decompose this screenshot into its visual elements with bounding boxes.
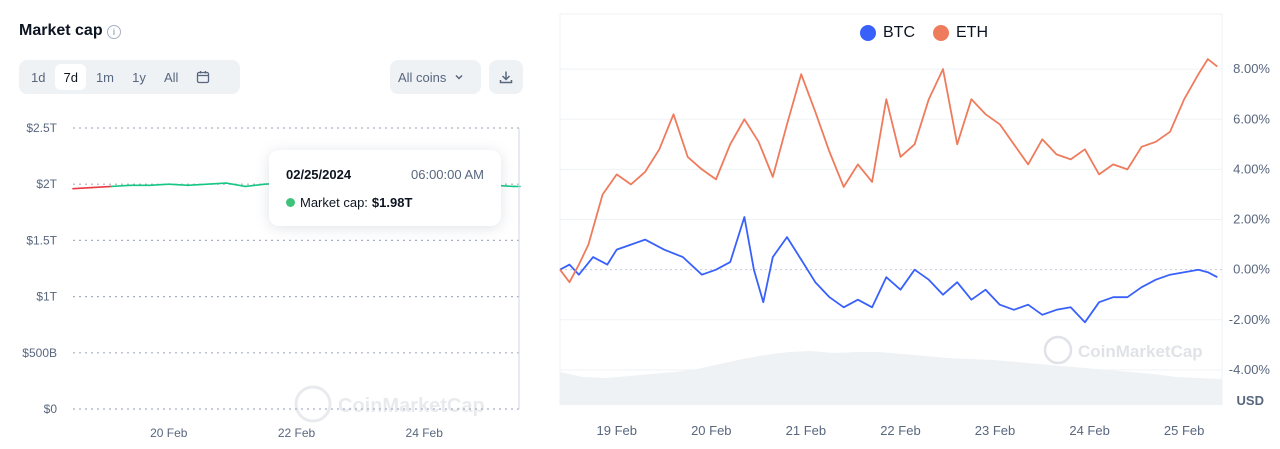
x-tick-label: 22 Feb [880, 423, 920, 438]
x-tick-label: 20 Feb [691, 423, 731, 438]
y-tick-label: -2.00% [1229, 312, 1271, 327]
market-cap-line-segment [167, 183, 189, 187]
market-cap-line-segment [91, 185, 113, 189]
watermark-logo-icon [1043, 335, 1073, 365]
coins-dropdown-value: All coins [398, 69, 447, 85]
background-band [560, 351, 1222, 405]
x-tick-label: 22 Feb [278, 426, 316, 440]
y-tick-label: $500B [22, 346, 57, 360]
y-tick-label: 4.00% [1233, 161, 1270, 176]
chevron-down-icon [455, 74, 463, 80]
watermark-logo-icon [294, 385, 332, 423]
market-cap-line-segment [72, 186, 93, 190]
series-line-btc [559, 216, 1218, 324]
tooltip-series-dot [286, 198, 295, 207]
series-line-eth [559, 58, 1218, 284]
market-cap-line-segment [244, 183, 266, 188]
range-1m-button[interactable]: 1m [95, 69, 114, 85]
legend-label-eth: ETH [956, 24, 988, 41]
comparison-panel: 8.00% 6.00% 4.00% 2.00% 0.00% -2.00% -4.00% USD… [540, 0, 1280, 449]
market-cap-line-segment [148, 183, 170, 187]
market-cap-line-segment [187, 183, 208, 187]
x-tick-label: 25 Feb [1164, 423, 1204, 438]
coins-dropdown[interactable]: All coins [390, 60, 481, 94]
x-tick-label: 24 Feb [406, 426, 444, 440]
time-range-selector: 1d 7d 1m 1y All [19, 60, 240, 94]
tooltip-label: Market cap: [300, 195, 368, 210]
y-tick-label: 6.00% [1233, 111, 1270, 126]
y-tick-label: 2.00% [1233, 212, 1270, 227]
y-tick-label: $2T [36, 177, 57, 191]
y-tick-label: -4.00% [1229, 362, 1271, 377]
x-tick-label: 24 Feb [1069, 423, 1109, 438]
watermark: CoinMarketCap [1043, 335, 1203, 365]
range-1d-button[interactable]: 1d [31, 69, 46, 85]
btc-eth-chart[interactable]: 8.00% 6.00% 4.00% 2.00% 0.00% -2.00% -4.00% USD… [540, 0, 1280, 449]
legend-item-btc[interactable]: BTC [860, 24, 915, 42]
download-icon [499, 71, 513, 84]
y-tick-label: $1.5T [26, 233, 57, 247]
chart-legend: BTC ETH [860, 24, 988, 42]
range-all-button[interactable]: All [164, 69, 179, 85]
range-7d-button[interactable]: 7d [55, 64, 86, 90]
watermark-text: CoinMarketCap [338, 395, 485, 417]
tooltip-value: $1.98T [371, 195, 413, 210]
market-cap-panel: Market cap i 1d 7d 1m 1y All All coins C… [0, 0, 540, 449]
range-1y-button[interactable]: 1y [132, 69, 146, 85]
info-icon[interactable]: i [107, 25, 121, 39]
y-tick-label: $0 [44, 402, 58, 416]
unit-label: USD [1237, 393, 1264, 408]
watermark: CoinMarketCap [294, 385, 485, 423]
legend-label-btc: BTC [883, 24, 915, 41]
y-tick-label: 0.00% [1233, 262, 1270, 277]
calendar-icon[interactable] [188, 64, 218, 90]
x-tick-label: 23 Feb [975, 423, 1015, 438]
x-tick-label: 20 Feb [150, 426, 188, 440]
y-tick-label: $2.5T [26, 121, 57, 135]
tooltip-time: 06:00:00 AM [411, 167, 484, 182]
panel-title: Market cap [19, 22, 103, 39]
x-tick-label: 19 Feb [597, 423, 637, 438]
x-tick-label: 21 Feb [786, 423, 826, 438]
legend-item-eth[interactable]: ETH [933, 24, 988, 42]
tooltip-date: 02/25/2024 [286, 167, 352, 182]
download-button[interactable] [489, 60, 523, 94]
market-cap-line-segment [206, 182, 228, 185]
y-tick-label: $1T [36, 290, 57, 304]
watermark-text: CoinMarketCap [1078, 342, 1203, 361]
market-cap-line-segment [225, 182, 247, 188]
market-cap-line-segment [110, 184, 132, 188]
legend-dot-btc [860, 25, 876, 41]
legend-dot-eth [933, 25, 949, 41]
y-tick-label: 8.00% [1233, 61, 1270, 76]
chart-tooltip: 02/25/2024 06:00:00 AM Market cap: $1.98… [269, 150, 501, 226]
